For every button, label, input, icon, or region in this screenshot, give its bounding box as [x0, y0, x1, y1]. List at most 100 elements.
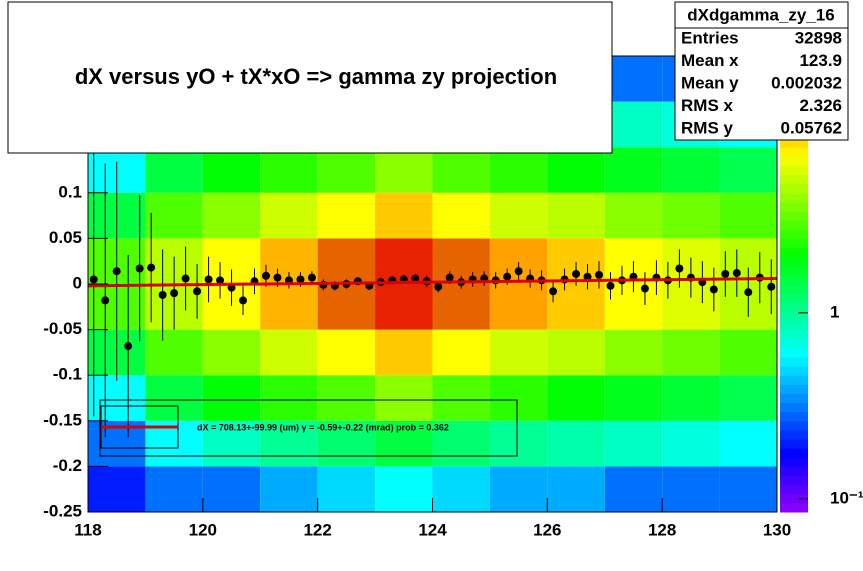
heat-cell: [375, 284, 433, 330]
profile-point: [767, 282, 776, 291]
profile-point: [675, 264, 684, 273]
heat-cell: [145, 329, 203, 376]
heat-cell: [202, 329, 261, 376]
color-step: [780, 439, 808, 449]
color-step: [780, 302, 808, 312]
color-step: [780, 293, 808, 303]
heat-cell: [719, 420, 777, 467]
color-step: [780, 156, 808, 166]
profile-point: [147, 263, 156, 272]
z-tick-label: 10⁻¹: [830, 488, 863, 507]
color-step: [780, 411, 808, 422]
profile-point: [583, 272, 592, 281]
color-step: [780, 347, 808, 358]
color-step: [780, 466, 808, 477]
stats-value: 0.002032: [771, 73, 842, 92]
y-tick-label: 0: [73, 273, 82, 292]
heat-cell: [317, 147, 376, 193]
heat-cell: [202, 147, 261, 193]
color-step: [780, 201, 808, 212]
heat-cell: [547, 147, 605, 193]
color-step: [780, 356, 808, 367]
heat-cell: [260, 466, 318, 512]
profile-point: [549, 287, 558, 296]
heat-cell: [317, 466, 376, 512]
heat-cell: [489, 420, 548, 467]
heat-cell: [547, 329, 605, 376]
heat-cell: [375, 420, 433, 467]
heat-cell: [489, 284, 548, 330]
profile-point: [273, 273, 282, 282]
color-step: [780, 320, 808, 331]
heat-cell: [489, 329, 548, 376]
profile-point: [445, 273, 454, 282]
y-tick-label: -0.2: [53, 456, 82, 475]
heat-cell: [604, 420, 663, 467]
profile-point: [261, 271, 270, 280]
profile-point: [135, 264, 144, 273]
heat-cell: [489, 375, 548, 421]
profile-point: [89, 275, 98, 284]
heat-cell: [202, 192, 261, 239]
y-tick-label: -0.1: [53, 365, 82, 384]
z-tick-label: 1: [830, 302, 839, 321]
color-step: [780, 138, 808, 148]
heat-cell: [375, 466, 433, 512]
color-step: [780, 284, 808, 294]
heat-cell: [719, 192, 777, 239]
stats-value: 32898: [795, 28, 842, 47]
profile-point: [503, 272, 512, 281]
heat-cell: [662, 375, 720, 421]
heat-cell: [547, 192, 605, 239]
profile-point: [572, 269, 581, 278]
heat-cell: [432, 192, 490, 239]
profile-point: [640, 284, 649, 293]
stats-value: 0.05762: [781, 118, 842, 137]
heat-cell: [432, 466, 490, 512]
title-box: dX versus yO + tX*xO => gamma zy project…: [7, 1, 613, 154]
stats-key: Entries: [681, 28, 739, 47]
stats-value: 2.326: [799, 96, 842, 115]
heat-cell: [432, 329, 490, 376]
fit-label: dX = 708.13+-99.99 (um) γ = -0.59+-0.22 …: [197, 422, 449, 432]
color-step: [780, 192, 808, 203]
heat-cell: [432, 284, 490, 330]
title-frame: [7, 1, 613, 154]
color-step: [780, 366, 808, 376]
heat-cell: [317, 238, 376, 284]
color-step: [780, 311, 808, 321]
heat-cell: [260, 284, 318, 330]
x-tick-label: 130: [763, 520, 791, 539]
heat-cell: [719, 466, 777, 512]
heat-cell: [145, 375, 203, 421]
stats-key: RMS y: [681, 118, 734, 137]
heat-cell: [604, 375, 663, 421]
x-tick-label: 118: [74, 520, 101, 539]
stats-key: RMS x: [681, 96, 734, 115]
color-step: [780, 502, 808, 513]
profile-point: [296, 275, 305, 284]
chart-title: dX versus yO + tX*xO => gamma zy project…: [75, 64, 557, 89]
heat-cell: [547, 375, 605, 421]
x-tick-label: 128: [648, 520, 676, 539]
profile-point: [112, 267, 121, 276]
stats-frame: [674, 1, 849, 141]
color-step: [780, 174, 808, 185]
x-tick-label: 126: [533, 520, 561, 539]
heat-cell: [260, 329, 318, 376]
profile-point: [744, 288, 753, 297]
y-tick-label: -0.15: [43, 410, 82, 429]
color-step: [780, 220, 808, 230]
y-tick-label: -0.25: [43, 501, 82, 520]
color-step: [780, 265, 808, 276]
heat-cell: [260, 420, 318, 467]
heat-cell: [489, 466, 548, 512]
color-step: [780, 256, 808, 267]
color-step: [780, 247, 808, 258]
heat-cell: [202, 375, 261, 421]
color-step: [780, 493, 808, 504]
heat-cell: [317, 284, 376, 330]
fit-legend: dX = 708.13+-99.99 (um) γ = -0.59+-0.22 …: [99, 399, 518, 457]
heat-cell: [604, 329, 663, 376]
